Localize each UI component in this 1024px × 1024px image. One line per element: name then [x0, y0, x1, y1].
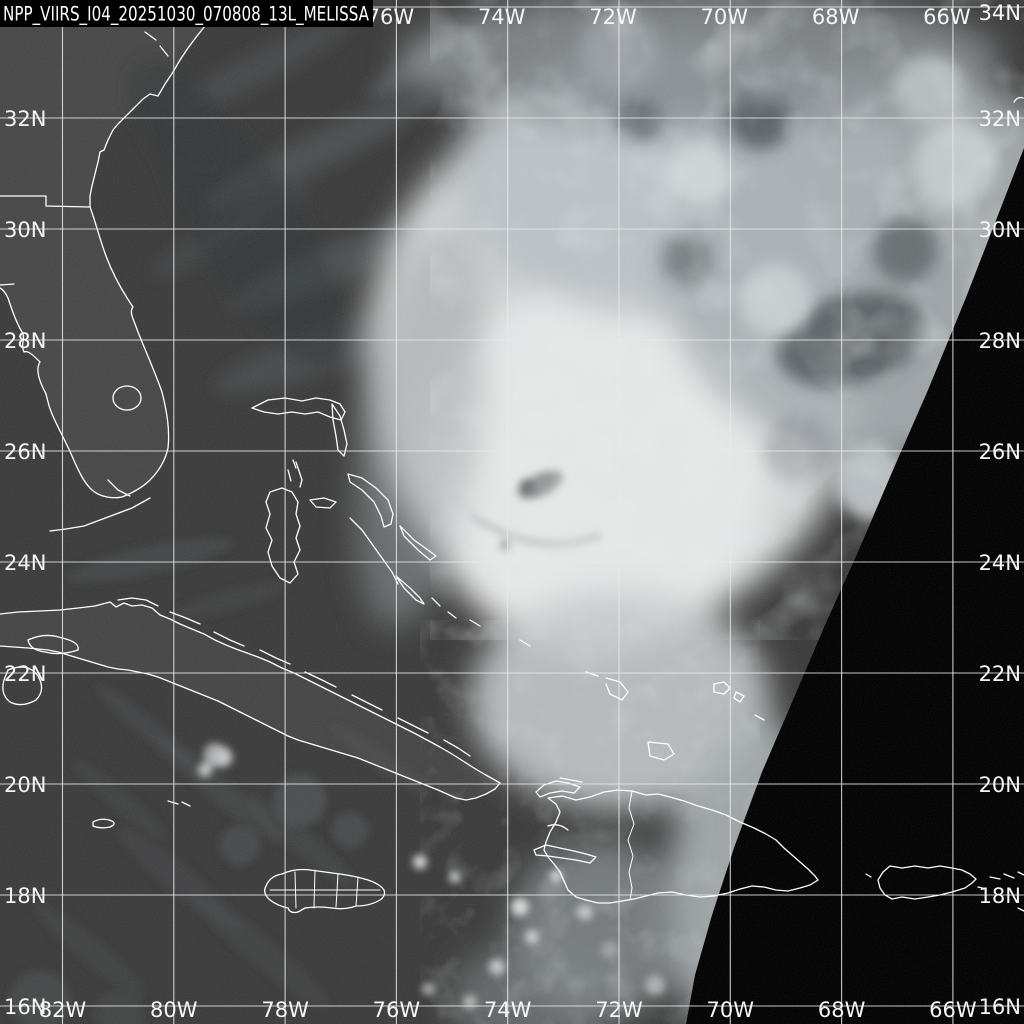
jamaica-parish-borders — [269, 869, 381, 909]
grid-label-bottom-82W: 82W — [39, 998, 87, 1022]
coastline-puerto-rico — [877, 865, 977, 900]
coastline-haiti-north-claw — [535, 780, 581, 798]
coastline-cayman-islands — [92, 800, 191, 829]
coastline-isla-juventud — [2, 666, 43, 706]
grid-label-left-32N: 32N — [4, 107, 46, 131]
lake-okeechobee — [112, 385, 142, 411]
coastline-se-bahamas-cays — [431, 597, 675, 761]
grid-label-top-70W: 70W — [701, 5, 749, 29]
grid-label-left-30N: 30N — [4, 218, 46, 242]
grid-label-bottom-76W: 76W — [373, 998, 421, 1022]
coastline-andros — [265, 487, 301, 584]
grid-label-right-28N: 28N — [979, 329, 1021, 353]
coastline-overlay — [0, 0, 1024, 914]
grid-label-bottom-80W: 80W — [150, 998, 198, 1022]
latlon-grid-labels: 82W 80W 78W 76W 76W 74W 74W 72W 72W 70W 70W 68W 68W 6… — [4, 1, 1021, 1022]
grid-label-right-16N: 16N — [979, 995, 1021, 1019]
coastline-zapata — [27, 634, 79, 655]
coastline-cuba — [0, 601, 501, 801]
coastline-us-southeast — [89, 0, 229, 208]
coastline-cat-island — [399, 525, 437, 561]
grid-label-top-74W: 74W — [478, 5, 526, 29]
grid-label-left-28N: 28N — [4, 329, 46, 353]
coastline-hispaniola — [543, 789, 819, 904]
coastline-bimini-berry — [287, 459, 303, 488]
grid-label-bottom-78W: 78W — [261, 998, 309, 1022]
state-line-georgia-florida — [0, 195, 91, 286]
coastline-eleuthera — [347, 473, 394, 528]
grid-label-top-76W: 76W — [367, 5, 415, 29]
coastline-exuma-chain — [349, 517, 399, 585]
grid-label-bottom-68W: 68W — [818, 998, 866, 1022]
title-bar: NPP_VIIRS_I04_20251030_070808_13L_MELISS… — [0, 0, 373, 27]
grid-label-top-68W: 68W — [812, 5, 860, 29]
coastline-florida-keys — [49, 479, 151, 532]
grid-label-top-72W: 72W — [589, 5, 637, 29]
coastline-cape-fear-islands — [144, 31, 169, 57]
grid-label-top-66W: 66W — [923, 5, 971, 29]
grid-label-left-16N: 16N — [4, 995, 46, 1019]
grid-label-bottom-72W: 72W — [595, 998, 643, 1022]
coastline-cuba-keys — [117, 597, 471, 757]
grid-label-bottom-70W: 70W — [707, 998, 755, 1022]
grid-label-right-20N: 20N — [979, 773, 1021, 797]
grid-label-right-34N: 34N — [979, 1, 1021, 25]
grid-label-bottom-74W: 74W — [484, 998, 532, 1022]
haiti-dr-border — [627, 790, 635, 901]
grid-label-left-20N: 20N — [4, 773, 46, 797]
grid-label-right-24N: 24N — [979, 551, 1021, 575]
coastline-bermuda — [1013, 96, 1024, 103]
grid-label-right-32N: 32N — [979, 107, 1021, 131]
coastline-florida — [0, 206, 170, 499]
grid-label-left-26N: 26N — [4, 440, 46, 464]
grid-label-bottom-66W: 66W — [929, 998, 977, 1022]
coastline-haiti-tiburon — [533, 844, 597, 864]
grid-label-right-18N: 18N — [979, 884, 1021, 908]
grid-label-right-22N: 22N — [979, 662, 1021, 686]
grid-label-left-18N: 18N — [4, 884, 46, 908]
coastline-turks-caicos — [713, 681, 765, 721]
coastline-virgin-islands — [865, 871, 1024, 912]
grid-label-left-22N: 22N — [4, 662, 46, 686]
title-bar-background — [0, 0, 373, 27]
grid-label-right-30N: 30N — [979, 218, 1021, 242]
grid-label-right-26N: 26N — [979, 440, 1021, 464]
coastline-tortuga-gonave — [547, 777, 583, 831]
coastline-jamaica — [264, 868, 386, 914]
coastline-new-providence — [309, 497, 337, 509]
title-bar-text: NPP_VIIRS_I04_20251030_070808_13L_MELISS… — [3, 3, 370, 26]
coastline-long-island — [395, 575, 425, 605]
grid-label-left-24N: 24N — [4, 551, 46, 575]
